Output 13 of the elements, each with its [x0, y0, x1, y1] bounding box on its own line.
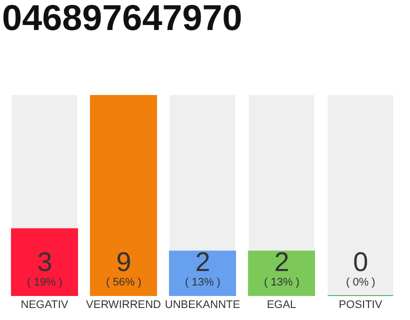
bar [168, 250, 236, 296]
x-tick-label: EGAL [266, 299, 296, 311]
data-label: 9 ( 56% ) [106, 247, 142, 288]
data-label: 2 ( 13% ) [264, 247, 300, 288]
bar [248, 250, 316, 296]
data-label: 2 ( 13% ) [185, 247, 220, 288]
x-tick-label: NEGATIV [20, 299, 69, 311]
chart-title: 046897647970 [2, 0, 242, 38]
x-tick-label: VERWIRREND [86, 299, 162, 311]
x-tick-label: POSITIV [338, 299, 383, 311]
data-label: 3 ( 19% ) [27, 247, 62, 288]
data-label: 0 ( 0% ) [346, 247, 376, 288]
x-tick-label: UNBEKANNTE [164, 299, 240, 311]
